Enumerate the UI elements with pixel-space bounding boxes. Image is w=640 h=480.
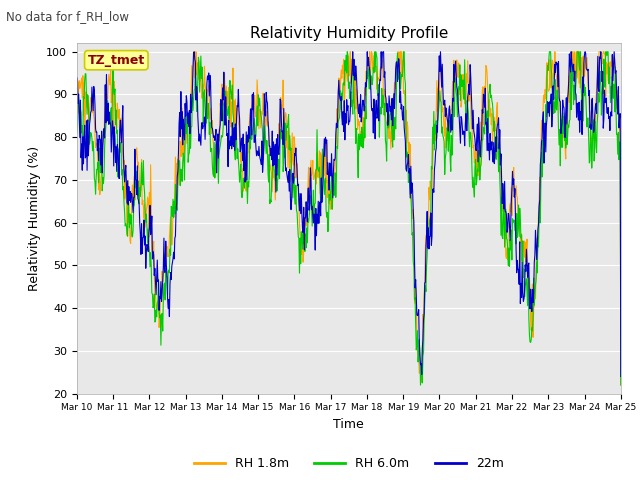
X-axis label: Time: Time — [333, 418, 364, 431]
RH 6.0m — [484, 108, 492, 114]
22m — [483, 148, 491, 154]
Title: Relativity Humidity Profile: Relativity Humidity Profile — [250, 25, 448, 41]
RH 1.8m — [215, 126, 223, 132]
RH 6.0m — [132, 176, 140, 182]
RH 1.8m — [306, 177, 314, 182]
Line: 22m: 22m — [77, 52, 621, 376]
RH 6.0m — [73, 131, 81, 136]
22m — [215, 134, 223, 140]
RH 1.8m — [461, 101, 468, 107]
RH 6.0m — [544, 62, 552, 68]
22m — [306, 200, 314, 205]
22m — [543, 116, 551, 121]
22m — [190, 49, 198, 55]
RH 1.8m — [190, 49, 198, 55]
Line: RH 6.0m: RH 6.0m — [77, 52, 621, 385]
RH 6.0m — [214, 180, 222, 186]
RH 6.0m — [417, 382, 424, 388]
RH 1.8m — [132, 148, 140, 154]
RH 1.8m — [617, 382, 625, 388]
RH 6.0m — [305, 214, 313, 219]
Legend: RH 1.8m, RH 6.0m, 22m: RH 1.8m, RH 6.0m, 22m — [189, 453, 509, 475]
Text: TZ_tmet: TZ_tmet — [88, 54, 145, 67]
RH 1.8m — [73, 120, 81, 126]
22m — [461, 143, 468, 149]
Line: RH 1.8m: RH 1.8m — [77, 52, 621, 385]
RH 6.0m — [344, 49, 351, 55]
RH 6.0m — [617, 382, 625, 388]
22m — [132, 178, 140, 183]
22m — [617, 373, 625, 379]
RH 1.8m — [543, 60, 551, 66]
RH 1.8m — [483, 71, 491, 77]
Y-axis label: Relativity Humidity (%): Relativity Humidity (%) — [28, 146, 40, 291]
Text: No data for f_RH_low: No data for f_RH_low — [6, 10, 129, 23]
22m — [73, 101, 81, 107]
RH 6.0m — [461, 94, 469, 99]
